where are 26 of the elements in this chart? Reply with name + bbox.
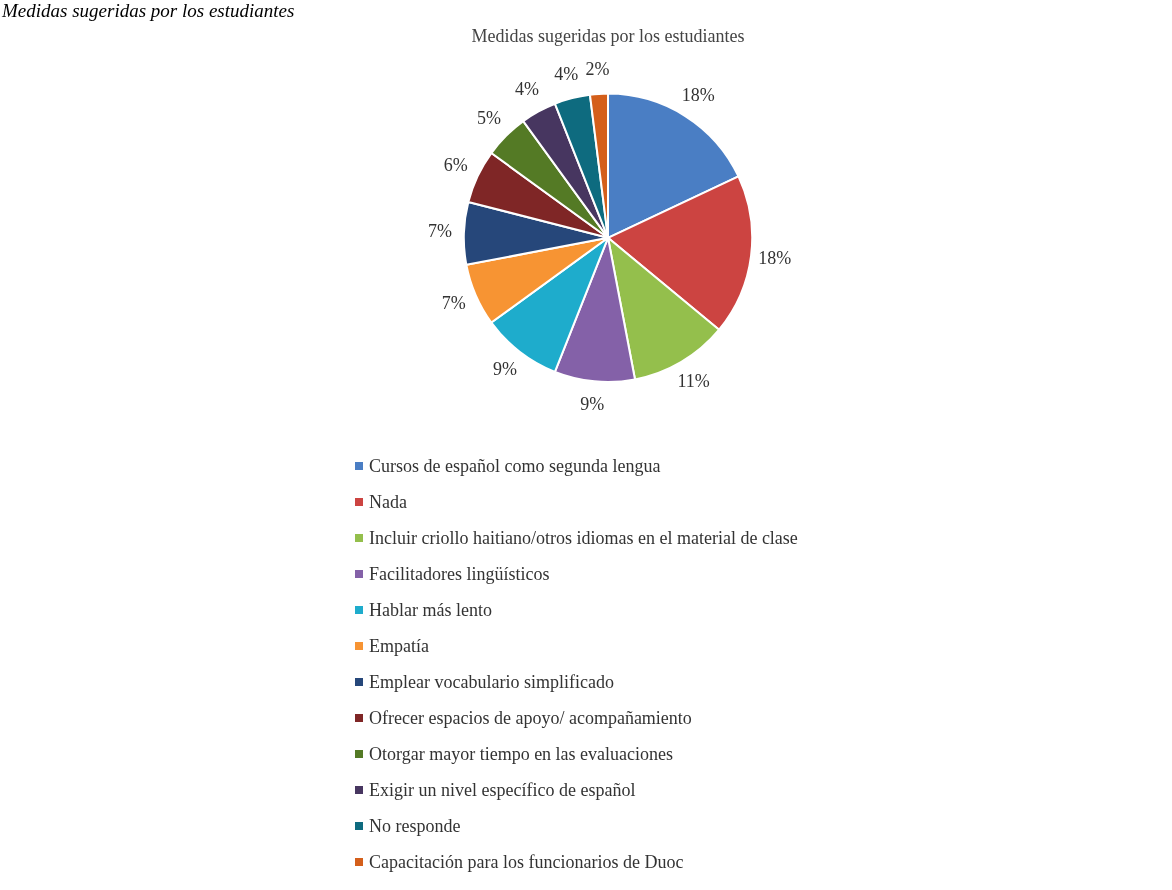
data-label: 5%	[477, 107, 502, 128]
data-label: 2%	[585, 58, 610, 79]
data-label: 4%	[514, 79, 539, 100]
legend-label: Facilitadores lingüísticos	[368, 563, 551, 586]
data-label: 7%	[441, 293, 466, 314]
legend-label: Nada	[368, 491, 408, 514]
legend-label: Ofrecer espacios de apoyo/ acompañamiento	[368, 707, 693, 730]
legend-label: Otorgar mayor tiempo en las evaluaciones	[368, 743, 675, 766]
legend-label: Incluir criollo haitiano/otros idiomas en el material de clase	[368, 527, 798, 550]
legend-label: No responde	[368, 815, 462, 838]
legend-label: Empatía	[368, 635, 430, 658]
legend-label: Emplear vocabulario simplificado	[368, 671, 615, 694]
data-label: 18%	[681, 84, 715, 105]
data-label: 11%	[677, 371, 710, 392]
legend-label: Cursos de español como segunda lengua	[368, 455, 662, 478]
chart-title: Medidas sugeridas por los estudiantes	[471, 25, 745, 46]
legend-label: Exigir un nivel específico de español	[368, 779, 637, 802]
legend-label: Capacitación para los funcionarios de Duoc	[368, 851, 685, 874]
data-label: 4%	[554, 63, 579, 84]
data-label: 9%	[492, 359, 517, 380]
data-label: 9%	[580, 393, 605, 414]
text: Medidas sugeridas por los estudiantes	[2, 0, 295, 22]
data-label: 6%	[443, 154, 468, 175]
legend-label: Hablar más lento	[368, 599, 493, 622]
data-label: 7%	[427, 221, 452, 242]
data-label: 18%	[758, 247, 792, 268]
